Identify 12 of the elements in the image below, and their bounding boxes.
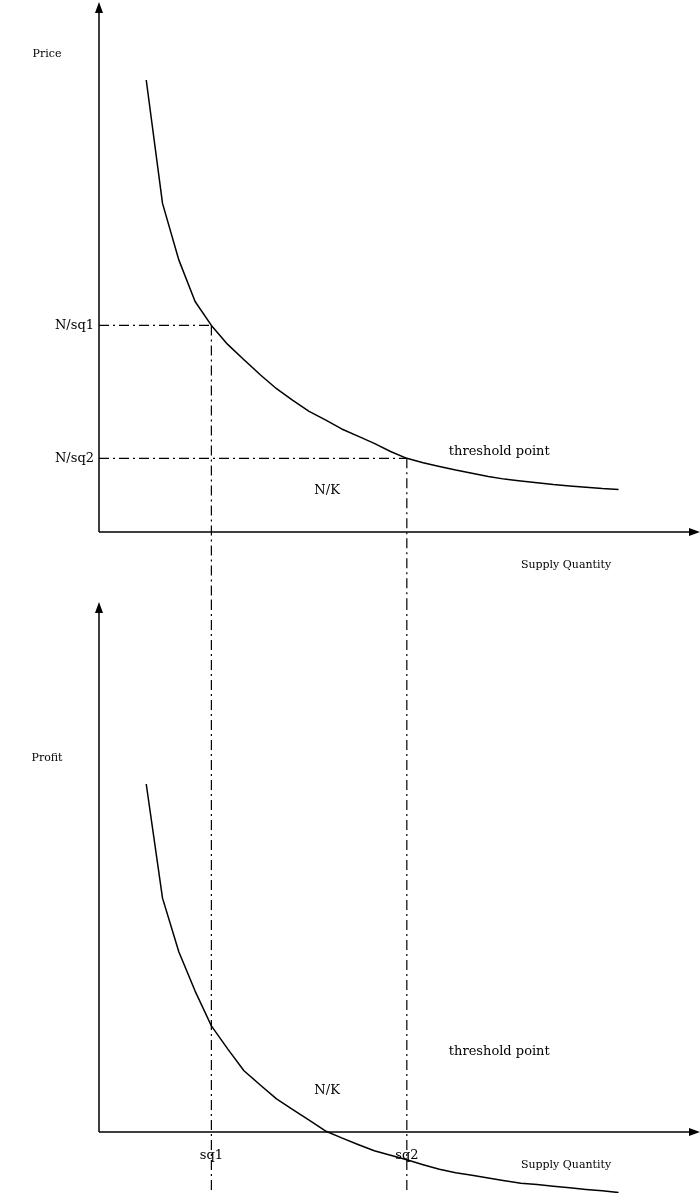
x-axis-title: Supply Quantity — [520, 557, 612, 571]
y-axis-title: Price — [32, 46, 62, 60]
annotation: N/K — [314, 482, 341, 498]
y-axis-title: Profit — [31, 750, 64, 764]
ref-line-label: N/sq1 — [54, 316, 94, 332]
x-axis-title: Supply Quantity — [520, 1157, 612, 1171]
ref-line-label: N/sq2 — [54, 449, 94, 465]
annotation: N/K — [314, 1082, 341, 1098]
annotation: threshold point — [448, 443, 551, 459]
x-tick-label: sq2 — [395, 1147, 419, 1163]
x-tick-label: sq1 — [199, 1147, 224, 1163]
annotation: threshold point — [448, 1043, 551, 1059]
